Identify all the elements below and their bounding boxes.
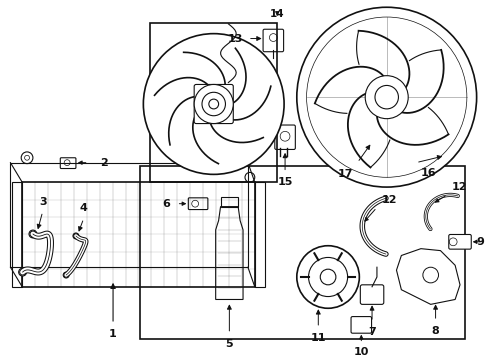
Text: 9: 9 bbox=[477, 237, 485, 247]
Text: 8: 8 bbox=[432, 326, 440, 336]
Text: 11: 11 bbox=[311, 333, 326, 343]
Bar bbox=[12, 182, 22, 287]
Circle shape bbox=[194, 85, 233, 123]
Circle shape bbox=[29, 230, 37, 238]
Text: 12: 12 bbox=[382, 195, 397, 206]
Circle shape bbox=[19, 268, 26, 276]
FancyBboxPatch shape bbox=[263, 29, 284, 52]
Text: 6: 6 bbox=[162, 199, 170, 209]
FancyBboxPatch shape bbox=[360, 285, 384, 304]
Circle shape bbox=[73, 233, 79, 239]
Bar bbox=[255, 182, 265, 287]
Polygon shape bbox=[396, 249, 460, 304]
Text: 14: 14 bbox=[270, 9, 285, 19]
Text: 13: 13 bbox=[228, 33, 243, 44]
Text: 17: 17 bbox=[338, 170, 353, 180]
Circle shape bbox=[63, 272, 69, 278]
Text: 7: 7 bbox=[368, 327, 376, 337]
Text: 3: 3 bbox=[39, 197, 47, 207]
Text: 12: 12 bbox=[452, 183, 467, 193]
Text: 15: 15 bbox=[277, 177, 293, 187]
Text: 2: 2 bbox=[100, 158, 108, 168]
Bar bbox=[141, 166, 465, 338]
Text: 10: 10 bbox=[354, 347, 369, 357]
Bar bbox=[150, 23, 277, 182]
FancyBboxPatch shape bbox=[275, 125, 295, 149]
Bar bbox=[220, 197, 238, 207]
FancyBboxPatch shape bbox=[351, 316, 371, 333]
Circle shape bbox=[297, 7, 477, 187]
Circle shape bbox=[365, 76, 408, 119]
Circle shape bbox=[144, 33, 284, 174]
Circle shape bbox=[297, 246, 359, 308]
Text: 5: 5 bbox=[225, 338, 233, 348]
FancyBboxPatch shape bbox=[194, 85, 233, 123]
FancyBboxPatch shape bbox=[449, 234, 471, 249]
Text: 4: 4 bbox=[80, 203, 88, 213]
Text: 16: 16 bbox=[421, 167, 437, 177]
Text: 1: 1 bbox=[109, 329, 117, 339]
